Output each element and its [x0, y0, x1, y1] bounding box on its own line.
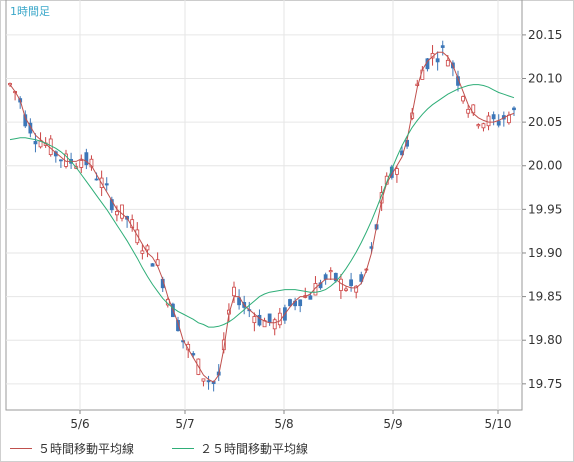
- plot-area: [5, 0, 523, 411]
- y-tick-label: 19.90: [528, 246, 562, 260]
- x-tick-label: 5/6: [70, 417, 89, 431]
- candle-body: [512, 107, 516, 111]
- candle-body: [466, 108, 471, 114]
- candle-body: [232, 286, 236, 297]
- candle-body: [33, 141, 38, 145]
- x-axis: 5/6 5/7 5/8 5/9 5/10: [70, 410, 511, 431]
- candle-body: [79, 160, 84, 168]
- candle-body: [288, 299, 292, 307]
- candle-body: [349, 279, 353, 286]
- candle-body: [89, 158, 94, 168]
- candle-body: [435, 58, 440, 63]
- y-axis: 20.15 20.10 20.05 20.00 19.95 19.90 19.85 19.80…: [522, 28, 562, 391]
- moving-average-lines: [9, 51, 515, 383]
- candle-body: [395, 168, 399, 175]
- ma5-line: [9, 51, 515, 383]
- candle-body: [237, 297, 241, 306]
- candle-body: [461, 96, 465, 102]
- candle-body: [354, 285, 359, 293]
- candle-body: [104, 183, 109, 186]
- y-tick-label: 19.85: [528, 290, 562, 304]
- legend-item-ma25: ２５時間移動平均線: [172, 440, 308, 457]
- candle-body: [206, 380, 211, 383]
- ma25-line: [9, 84, 515, 328]
- candle-body: [272, 319, 277, 330]
- candle-body: [328, 270, 333, 273]
- x-tick-label: 5/9: [383, 417, 402, 431]
- candle-body: [339, 278, 343, 291]
- candle-body: [491, 114, 496, 120]
- candle-body: [507, 114, 511, 124]
- candle-body: [496, 120, 501, 126]
- x-tick-label: 5/10: [485, 417, 512, 431]
- candle-body: [59, 159, 63, 162]
- candle-body: [359, 274, 364, 282]
- y-tick-label: 19.75: [528, 377, 562, 391]
- candle-body: [333, 272, 338, 282]
- candle-body: [445, 59, 450, 67]
- y-tick-label: 20.05: [528, 115, 562, 129]
- legend-label-ma25: ２５時間移動平均線: [200, 442, 309, 456]
- x-tick-label: 5/7: [175, 417, 194, 431]
- y-tick-label: 20.15: [528, 28, 562, 42]
- candle-body: [298, 299, 303, 307]
- candle-body: [176, 319, 180, 332]
- candle-body: [308, 295, 313, 300]
- candle-body: [440, 45, 445, 48]
- candle-body: [476, 124, 481, 127]
- legend-swatch-ma25: [172, 448, 194, 449]
- legend-swatch-ma5: [10, 448, 32, 449]
- candle-body: [8, 83, 12, 86]
- y-tick-label: 19.95: [528, 202, 562, 216]
- y-tick-label: 19.80: [528, 333, 562, 347]
- y-tick-label: 20.10: [528, 72, 562, 86]
- candle-body: [150, 263, 155, 267]
- candle-body: [252, 316, 257, 324]
- candle-body: [257, 314, 262, 326]
- candle-body: [344, 288, 348, 291]
- x-tick-label: 5/8: [274, 417, 293, 431]
- candle-body: [109, 199, 114, 211]
- candle-body: [191, 353, 196, 356]
- candle-body: [201, 378, 206, 382]
- candle-body: [84, 152, 89, 166]
- candle-body: [145, 245, 150, 251]
- period-label: 1時間足: [10, 5, 50, 18]
- candle-body: [140, 250, 145, 254]
- legend-label-ma5: ５時間移動平均線: [38, 442, 135, 456]
- y-tick-label: 20.00: [528, 159, 562, 173]
- candle-body: [115, 211, 119, 216]
- candle-body: [120, 204, 124, 219]
- candle-body: [94, 178, 99, 181]
- legend-item-ma5: ５時間移動平均線: [10, 440, 134, 457]
- candle-body: [267, 313, 272, 323]
- candle-body: [486, 115, 491, 127]
- candle-body: [38, 140, 43, 148]
- candle-body: [481, 123, 486, 129]
